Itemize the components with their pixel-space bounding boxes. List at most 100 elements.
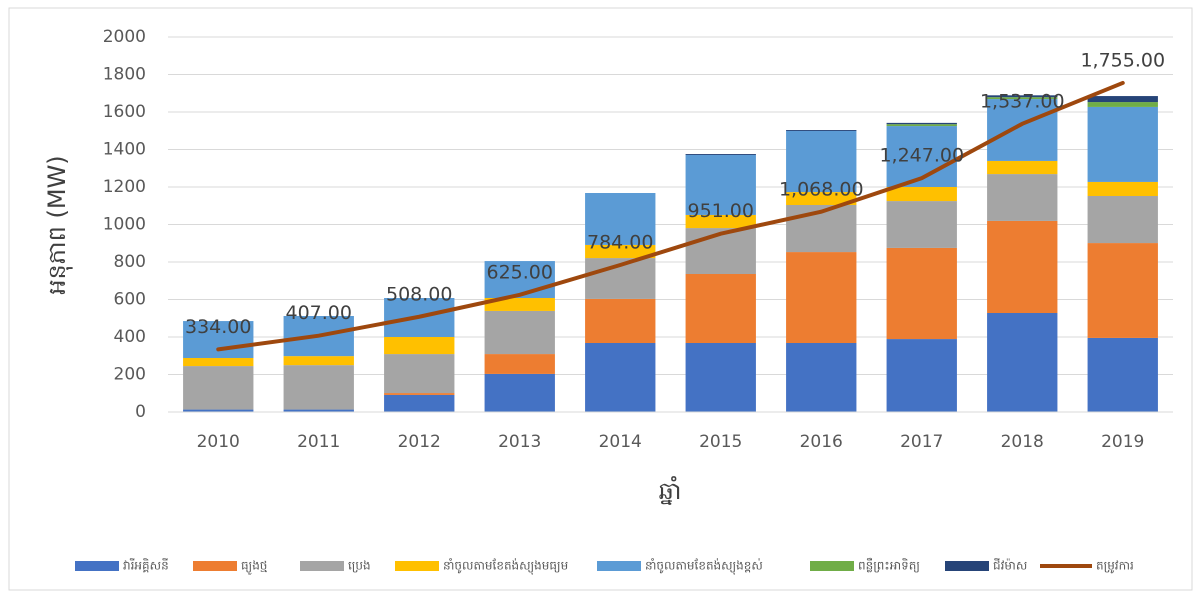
bar-segment [886,247,957,340]
bar-segment [685,274,756,343]
y-tick-label: 600 [114,290,146,310]
x-tick-label: 2015 [699,432,742,452]
x-tick-label: 2013 [498,432,541,452]
legend-swatch [75,561,119,571]
y-tick-label: 1000 [103,215,146,235]
y-tick-label: 1800 [103,65,146,85]
x-tick-label: 2017 [900,432,943,452]
legend-swatch [193,561,237,571]
y-tick-label: 1200 [103,177,146,197]
y-tick-label: 400 [114,327,146,347]
bar-segment [484,373,555,412]
data-label: 951.00 [688,200,754,222]
bar-segment [786,130,857,193]
data-label: 1,247.00 [879,145,964,167]
y-tick-label: 1600 [103,102,146,122]
bar-segment [283,409,354,412]
data-label: 334.00 [185,316,251,338]
y-tick-label: 2000 [103,27,146,47]
bar-segment [786,130,857,131]
y-tick-label: 1400 [103,140,146,160]
bar-segment [484,354,555,374]
legend-swatch [597,561,641,571]
bar-segment [384,393,455,395]
bar-segment [484,261,555,298]
bar-segment [1087,181,1158,196]
bar-segment [886,339,957,412]
bar-segment [1087,102,1158,107]
legend-label: នាំចូលតាមខែតង់ស្យុងមធ្យម [443,558,569,576]
legend-label: នាំចូលតាមខែតង់ស្យុងខ្ពស់ [645,558,763,576]
legend-label: ជីវម៉ាស [993,558,1027,573]
bar-segment [484,310,555,355]
data-label: 784.00 [587,232,653,254]
bar-segment [585,298,656,343]
data-label: 1,537.00 [980,90,1065,112]
bar-segment [484,298,555,311]
legend-label: តម្រូវការ [1096,559,1134,574]
bar-segment [786,252,857,343]
bar-segment [384,337,455,355]
bar-segment [1087,337,1158,412]
bar-segment [685,343,756,412]
legend-label: ប្រេង [348,559,371,573]
x-tick-label: 2019 [1101,432,1144,452]
bar-segment [685,214,756,229]
bar-segment [1087,106,1158,182]
data-label: 1,068.00 [779,178,864,200]
bar-segment [183,358,254,367]
bar-segment [1087,196,1158,244]
bar-segment [886,187,957,202]
data-label: 407.00 [286,302,352,324]
data-label: 508.00 [386,283,452,305]
bar-segment [987,95,1058,98]
y-axis-label: អនុភាព (MW) [43,155,73,294]
x-axis-label: ឆ្នាំ [659,476,682,505]
legend-label: ពន្លឺព្រះអាទិត្យ [858,558,920,573]
data-label: 625.00 [487,261,553,283]
y-tick-label: 200 [114,365,146,385]
bar-segment [886,122,957,125]
bar-segment [786,192,857,205]
bar-segment [987,97,1058,100]
bar-segment [685,154,756,215]
bar-segment [384,354,455,394]
bar-segment [183,366,254,410]
bar-segment [987,174,1058,221]
legend-swatch [945,561,989,571]
bar-segment [886,201,957,248]
demand-line [216,80,1125,352]
x-tick-label: 2016 [800,432,843,452]
data-label: 1,755.00 [1080,49,1165,71]
bar-segment [987,220,1058,313]
legend-label: វារីអគ្គិសនី [123,558,169,573]
bar-segment [585,343,656,412]
legend-label: ធ្យូងថ្ម [241,559,267,576]
bar-segment [585,193,656,245]
bar-segment [1087,96,1158,103]
legend-swatch [300,561,344,571]
bar-segment [1087,243,1158,338]
legend-swatch [810,561,854,571]
bar-segment [987,160,1058,175]
bar-segment [987,99,1058,161]
bar-segment [987,313,1058,412]
bar-segment [685,154,756,155]
bar-segment [585,244,656,259]
bar-segment [283,356,354,366]
x-tick-label: 2010 [197,432,240,452]
legend-swatch [395,561,439,571]
bar-segment [183,321,254,358]
x-tick-label: 2014 [599,432,642,452]
x-tick-label: 2012 [398,432,441,452]
bar-segment [384,394,455,412]
bar-segment [886,124,957,127]
bar-segment [183,409,254,412]
x-tick-label: 2011 [297,432,340,452]
x-tick-label: 2018 [1001,432,1044,452]
y-tick-label: 800 [114,252,146,272]
bar-segment [786,343,857,412]
bar-segment [283,365,354,410]
